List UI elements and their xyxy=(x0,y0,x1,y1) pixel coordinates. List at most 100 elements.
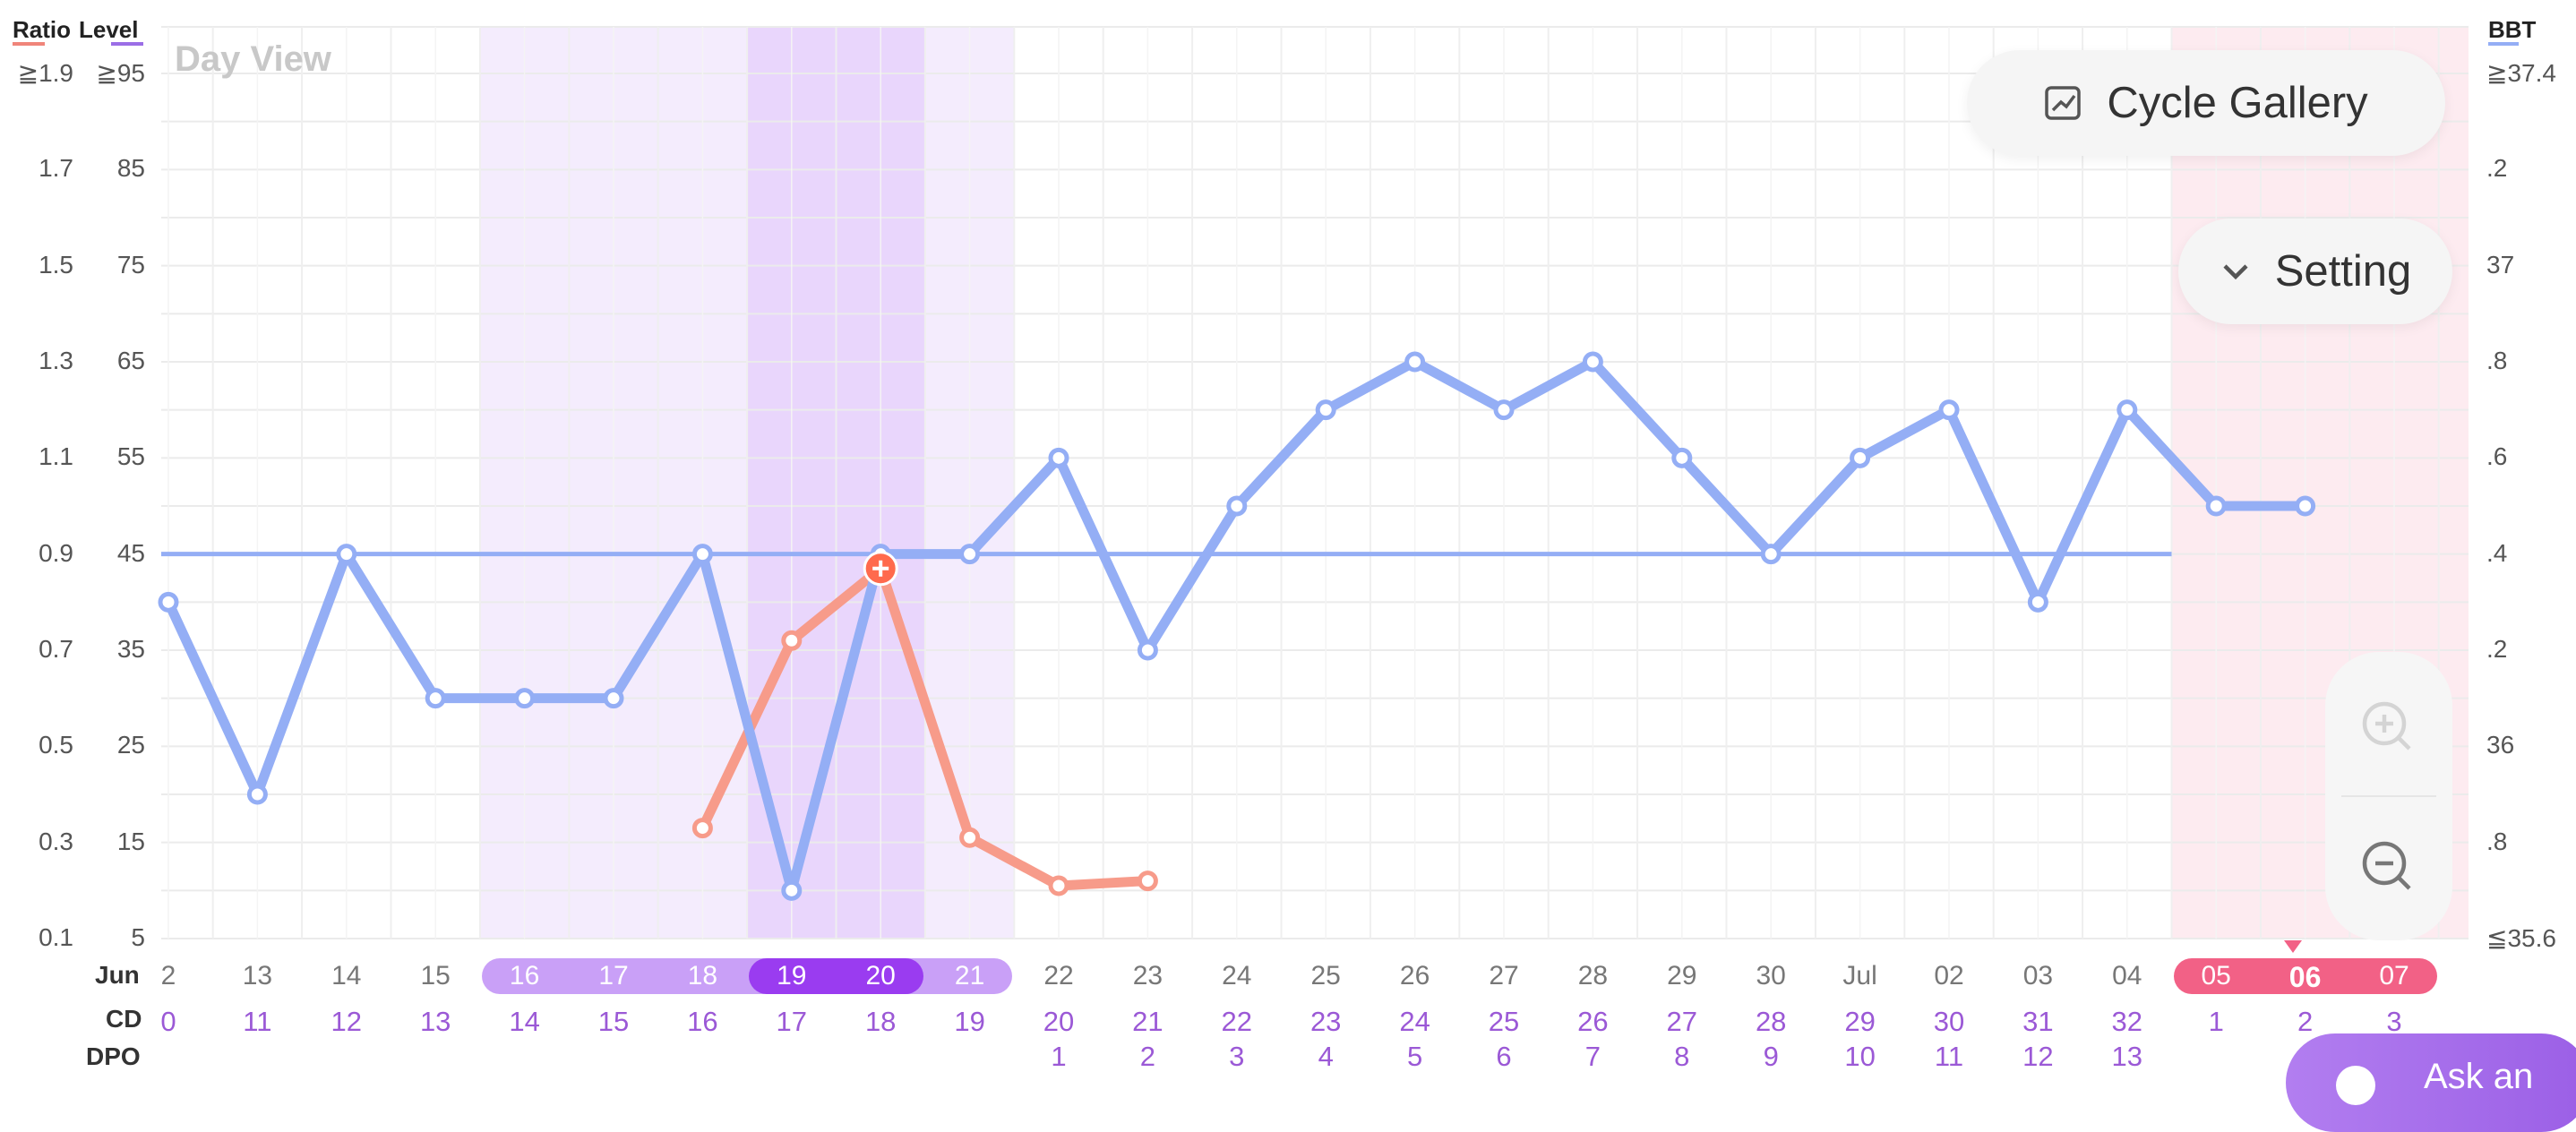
bbt-point xyxy=(2117,399,2138,421)
bbt-point xyxy=(336,544,357,565)
month-label: Jun xyxy=(95,961,140,989)
bbt-point xyxy=(2205,495,2227,517)
date-label[interactable]: 15 xyxy=(420,961,451,990)
cd-value: 15 xyxy=(597,1006,630,1037)
date-label[interactable]: 22 xyxy=(1043,961,1074,990)
date-label[interactable]: 13 xyxy=(242,961,273,990)
chevron-down-icon xyxy=(2220,261,2252,282)
chart-grid xyxy=(161,26,2469,939)
date-label[interactable]: 07 xyxy=(2379,961,2409,990)
bbt-point xyxy=(1671,447,1693,468)
date-label[interactable]: 19 xyxy=(777,961,807,990)
bbt-point xyxy=(691,544,713,565)
bbt-point xyxy=(603,688,624,709)
fertile-window-pill xyxy=(481,958,1013,994)
period-pill xyxy=(2173,958,2437,994)
dpo-value: 4 xyxy=(1318,1041,1334,1072)
date-label[interactable]: 28 xyxy=(1577,961,1609,990)
date-label[interactable]: 29 xyxy=(1667,961,1697,990)
chart-trend-icon xyxy=(2044,83,2083,123)
bbt-tick-label: .8 xyxy=(2486,827,2508,855)
ratio-tick-label: 1.7 xyxy=(39,154,73,183)
level-tick-label: 75 xyxy=(116,250,145,279)
cd-value: 2 xyxy=(2297,1006,2314,1037)
ratio-tick-label: 1.1 xyxy=(39,442,73,471)
dpo-value: 8 xyxy=(1674,1041,1690,1072)
date-label[interactable]: 17 xyxy=(598,961,629,990)
bbt-tick-label: .2 xyxy=(2486,154,2508,183)
level-tick-label: 35 xyxy=(116,635,145,663)
cd-value: 20 xyxy=(1043,1006,1075,1037)
peak-pill xyxy=(749,958,923,994)
date-label[interactable]: Jul xyxy=(1842,961,1877,990)
dpo-row-label: DPO xyxy=(86,1042,141,1070)
date-label[interactable]: 27 xyxy=(1489,961,1519,990)
setting-label: Setting xyxy=(2274,247,2412,296)
date-label[interactable]: 2 xyxy=(160,961,176,990)
bbt-point xyxy=(959,544,981,565)
ask-button[interactable]: Ask an xyxy=(2286,1033,2576,1132)
zoom-divider xyxy=(2341,795,2436,797)
bbt-point xyxy=(1850,447,1871,468)
dpo-value: 5 xyxy=(1406,1041,1423,1072)
bbt-legend-swatch xyxy=(2488,42,2519,46)
bbt-point xyxy=(2027,591,2048,613)
ratio-tick-label: 0.5 xyxy=(39,731,73,759)
bbt-tick-label: .6 xyxy=(2486,442,2508,471)
date-label[interactable]: 16 xyxy=(509,961,540,990)
cd-value: 24 xyxy=(1399,1006,1430,1037)
ovulation-marker xyxy=(863,551,898,587)
dpo-value: 7 xyxy=(1584,1041,1601,1072)
chart-canvas[interactable] xyxy=(0,0,2576,1079)
cd-value: 13 xyxy=(419,1006,451,1037)
date-label[interactable]: 20 xyxy=(865,961,896,990)
date-label[interactable]: 30 xyxy=(1756,961,1786,990)
date-label[interactable]: 26 xyxy=(1399,961,1430,990)
bbt-tick-label: ≦35.6 xyxy=(2486,924,2556,952)
date-label[interactable]: 06 xyxy=(2288,961,2322,993)
date-label[interactable]: 21 xyxy=(954,961,985,990)
bbt-point xyxy=(1493,399,1515,421)
date-label[interactable]: 05 xyxy=(2201,961,2231,990)
ratio-tick-label: 0.9 xyxy=(39,538,73,567)
date-label[interactable]: 02 xyxy=(1934,961,1964,990)
chat-icon xyxy=(2336,1066,2375,1105)
cd-value: 29 xyxy=(1844,1006,1876,1037)
cd-value: 30 xyxy=(1933,1006,1965,1037)
setting-button[interactable]: Setting xyxy=(2178,219,2452,324)
cd-value: 12 xyxy=(331,1006,363,1037)
bbt-point xyxy=(2295,495,2316,517)
date-label[interactable]: 18 xyxy=(687,961,718,990)
bbt-series xyxy=(158,351,2316,901)
view-mode-label: Day View xyxy=(175,39,331,79)
ask-label: Ask an xyxy=(2424,1057,2534,1096)
cd-value: 19 xyxy=(954,1006,985,1037)
level-axis-title: Level xyxy=(79,16,139,43)
date-label[interactable]: 23 xyxy=(1132,961,1163,990)
cycle-gallery-button[interactable]: Cycle Gallery xyxy=(1967,50,2445,156)
date-label[interactable]: 14 xyxy=(331,961,362,990)
date-label[interactable]: 25 xyxy=(1310,961,1341,990)
cd-value: 21 xyxy=(1132,1006,1163,1037)
ratio-tick-label: 1.5 xyxy=(39,250,73,279)
cd-value: 26 xyxy=(1577,1006,1609,1037)
ratio-point xyxy=(1137,870,1158,892)
bbt-tick-label: .4 xyxy=(2486,538,2508,567)
zoom-out-icon[interactable] xyxy=(2359,838,2417,900)
zoom-in-icon[interactable] xyxy=(2359,699,2417,760)
ratio-tick-label: 0.1 xyxy=(39,923,73,951)
date-label[interactable]: 04 xyxy=(2112,961,2142,990)
dpo-value: 9 xyxy=(1763,1041,1779,1072)
bbt-axis-title: BBT xyxy=(2488,16,2537,43)
ratio-legend-swatch xyxy=(13,42,45,46)
cd-value: 32 xyxy=(2111,1006,2143,1037)
ratio-point xyxy=(959,827,981,848)
bbt-point xyxy=(1404,351,1426,373)
bbt-tick-label: .8 xyxy=(2486,347,2508,374)
ratio-axis-title: Ratio xyxy=(13,16,71,43)
date-label[interactable]: 24 xyxy=(1222,961,1252,990)
bbt-point xyxy=(1048,447,1069,468)
bbt-tick-label: .2 xyxy=(2486,635,2508,663)
level-legend-swatch xyxy=(111,42,143,46)
date-label[interactable]: 03 xyxy=(2022,961,2054,990)
